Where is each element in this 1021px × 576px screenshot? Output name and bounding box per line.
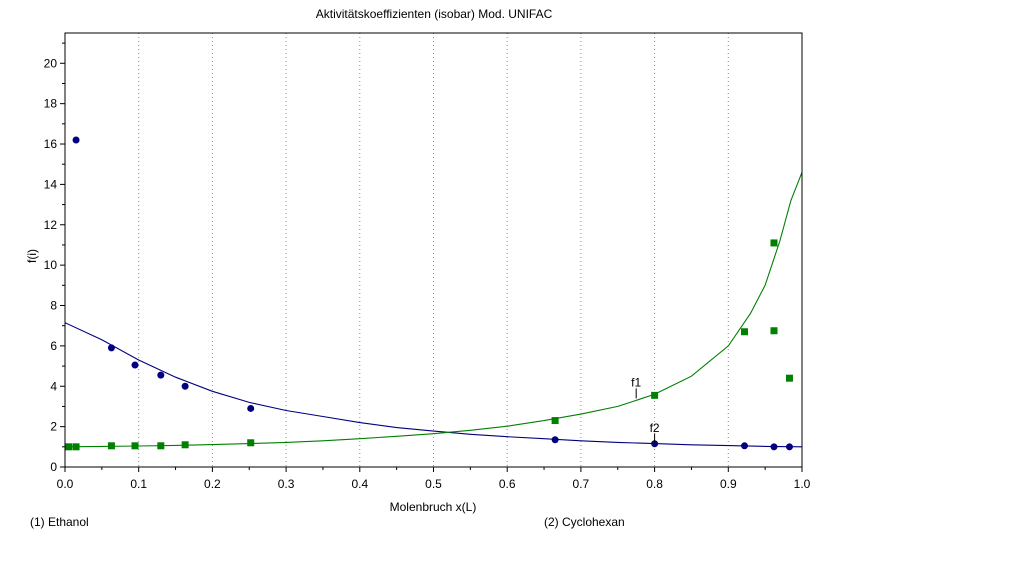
y-tick-label: 8 [50, 299, 57, 313]
y-axis-label: f(i) [25, 249, 39, 263]
x-tick-label: 0.1 [130, 477, 147, 491]
y-tick-label: 6 [50, 339, 57, 353]
x-tick-label: 0.4 [351, 477, 368, 491]
x-tick-label: 0.8 [646, 477, 663, 491]
x-axis-ticks: 0.0 0.1 0.2 0.3 0.4 0.5 0.6 0.7 0.8 0.9 1.0 [57, 467, 811, 491]
data-point-f1 [785, 443, 793, 451]
data-point-f1 [770, 443, 778, 451]
y-tick-label: 0 [50, 460, 57, 474]
annotation-layer: f1 f2 [631, 375, 660, 444]
x-tick-label: 0.2 [204, 477, 221, 491]
x-tick-label: 1.0 [794, 477, 811, 491]
component-1-label: (1) Ethanol [30, 515, 89, 529]
series-curve-f2 [65, 172, 802, 448]
data-point-f2 [72, 443, 80, 451]
data-point-f1 [72, 136, 80, 144]
y-tick-label: 4 [50, 379, 57, 393]
data-point-f2 [181, 441, 189, 449]
data-point-f2 [651, 391, 659, 399]
data-point-f1 [157, 371, 165, 379]
y-tick-label: 2 [50, 420, 57, 434]
data-point-f2 [65, 443, 73, 451]
y-axis-ticks: 0 2 4 6 8 10 12 14 16 18 20 [44, 42, 65, 474]
x-tick-label: 0.0 [57, 477, 74, 491]
y-tick-label: 12 [44, 218, 58, 232]
x-tick-label: 0.6 [499, 477, 516, 491]
data-point-f1 [131, 361, 139, 369]
x-tick-label: 0.5 [425, 477, 442, 491]
y-tick-label: 10 [44, 258, 58, 272]
y-tick-label: 20 [44, 56, 58, 70]
y-tick-label: 18 [44, 97, 58, 111]
point-layer [65, 136, 793, 451]
data-point-f1 [181, 382, 189, 390]
x-tick-label: 0.9 [720, 477, 737, 491]
y-tick-label: 16 [44, 137, 58, 151]
x-tick-label: 0.3 [278, 477, 295, 491]
chart-title: Aktivitätskoeffizienten (isobar) Mod. UN… [316, 7, 553, 21]
data-point-f2 [770, 327, 778, 335]
data-point-f1 [741, 442, 749, 450]
curve-layer [65, 172, 802, 448]
x-tick-label: 0.7 [573, 477, 590, 491]
data-point-f2 [107, 442, 115, 450]
data-point-f2 [785, 374, 793, 382]
annotation-f2: f2 [650, 421, 660, 435]
data-point-f1 [107, 344, 115, 352]
annotation-f1: f1 [631, 375, 641, 389]
x-axis-label: Molenbruch x(L) [390, 500, 477, 514]
component-2-label: (2) Cyclohexan [544, 515, 625, 529]
data-point-f2 [247, 439, 255, 447]
series-curve-f1 [65, 322, 802, 448]
data-point-f2 [131, 442, 139, 450]
y-tick-label: 14 [44, 177, 58, 191]
data-point-f2 [551, 417, 559, 425]
grid-layer [138, 33, 729, 467]
data-point-f2 [741, 328, 749, 336]
data-point-f1 [247, 404, 255, 412]
data-point-f1 [551, 436, 559, 444]
data-point-f2 [157, 442, 165, 450]
data-point-f2 [770, 239, 778, 247]
